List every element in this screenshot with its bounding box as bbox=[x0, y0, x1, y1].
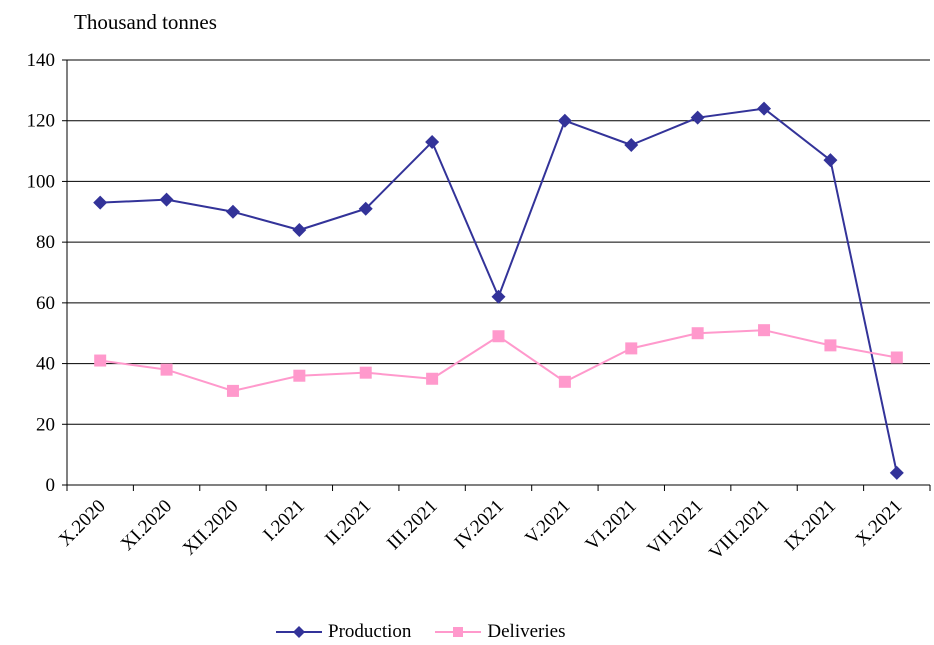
y-tick-label-20: 20 bbox=[36, 414, 55, 435]
x-tick-label-VI.2021: VI.2021 bbox=[582, 496, 641, 555]
point-production-III.2021 bbox=[425, 134, 440, 149]
legend-item-deliveries: Deliveries bbox=[433, 621, 565, 643]
x-tick-label-XII.2020: XII.2020 bbox=[179, 496, 243, 560]
point-production-VII.2021 bbox=[690, 110, 705, 125]
x-tick-label-X.2020: X.2020 bbox=[55, 496, 110, 551]
point-production-IX.2021 bbox=[823, 153, 838, 168]
point-deliveries-IV.2021 bbox=[492, 330, 505, 343]
point-deliveries-XII.2020 bbox=[226, 384, 239, 397]
point-production-X.2020 bbox=[93, 195, 108, 210]
legend: Production Deliveries bbox=[274, 620, 587, 644]
x-tick-label-IV.2021: IV.2021 bbox=[451, 496, 509, 554]
point-deliveries-II.2021 bbox=[359, 366, 372, 379]
point-production-VI.2021 bbox=[624, 138, 639, 152]
point-production-XII.2020 bbox=[225, 204, 240, 219]
x-tick-label-I.2021: I.2021 bbox=[259, 496, 309, 546]
y-tick-label-60: 60 bbox=[36, 293, 55, 314]
point-production-XI.2020 bbox=[159, 192, 174, 207]
point-deliveries-VI.2021 bbox=[625, 342, 638, 355]
point-deliveries-VII.2021 bbox=[691, 327, 704, 340]
gridlines bbox=[67, 59, 930, 425]
point-deliveries-VIII.2021 bbox=[758, 324, 771, 337]
y-tick-label-80: 80 bbox=[36, 232, 55, 253]
x-tick-label-II.2021: II.2021 bbox=[321, 496, 375, 550]
y-tick-labels: 0 20 40 60 80 100 120 140 bbox=[27, 50, 56, 496]
point-production-X.2021 bbox=[889, 465, 904, 480]
point-deliveries-I.2021 bbox=[293, 369, 306, 382]
point-deliveries-IX.2021 bbox=[824, 339, 837, 352]
x-tick-label-V.2021: V.2021 bbox=[521, 496, 574, 549]
point-deliveries-X.2020 bbox=[94, 354, 107, 367]
y-tick-label-120: 120 bbox=[27, 111, 56, 132]
point-production-VIII.2021 bbox=[757, 101, 772, 116]
x-tick-label-X.2021: X.2021 bbox=[852, 496, 907, 551]
y-tick-label-40: 40 bbox=[36, 354, 55, 375]
point-deliveries-X.2021 bbox=[890, 351, 903, 364]
point-production-I.2021 bbox=[292, 223, 307, 237]
x-tick-label-IX.2021: IX.2021 bbox=[781, 496, 840, 555]
point-production-IV.2021 bbox=[491, 289, 506, 304]
x-tick-label-VII.2021: VII.2021 bbox=[643, 496, 707, 560]
point-production-II.2021 bbox=[358, 201, 373, 216]
axes bbox=[62, 59, 931, 491]
point-deliveries-XI.2020 bbox=[160, 363, 173, 376]
y-axis-unit-label: Thousand tonnes bbox=[74, 10, 217, 34]
x-tick-labels: X.2020 XI.2020 XII.2020 I.2021 II.2021 III.20… bbox=[55, 496, 906, 564]
y-tick-label-140: 140 bbox=[27, 50, 56, 71]
series-markers bbox=[93, 101, 904, 480]
line-chart: 0 20 40 60 80 100 120 140 X.2020 XI.2020 XII.2020… bbox=[27, 50, 931, 564]
legend-label-production: Production bbox=[328, 621, 412, 642]
x-tick-label-XI.2020: XI.2020 bbox=[117, 496, 176, 555]
legend-item-production: Production bbox=[274, 621, 411, 643]
point-production-V.2021 bbox=[557, 113, 572, 128]
x-tick-label-III.2021: III.2021 bbox=[383, 496, 442, 555]
point-deliveries-V.2021 bbox=[558, 375, 571, 388]
x-tick-label-VIII.2021: VIII.2021 bbox=[705, 496, 773, 564]
legend-label-deliveries: Deliveries bbox=[487, 621, 566, 642]
deliveries-legend-icon bbox=[435, 627, 482, 637]
production-legend-icon bbox=[276, 626, 322, 638]
y-tick-label-100: 100 bbox=[27, 171, 56, 192]
y-tick-label-0: 0 bbox=[46, 475, 56, 496]
point-deliveries-III.2021 bbox=[426, 372, 439, 385]
